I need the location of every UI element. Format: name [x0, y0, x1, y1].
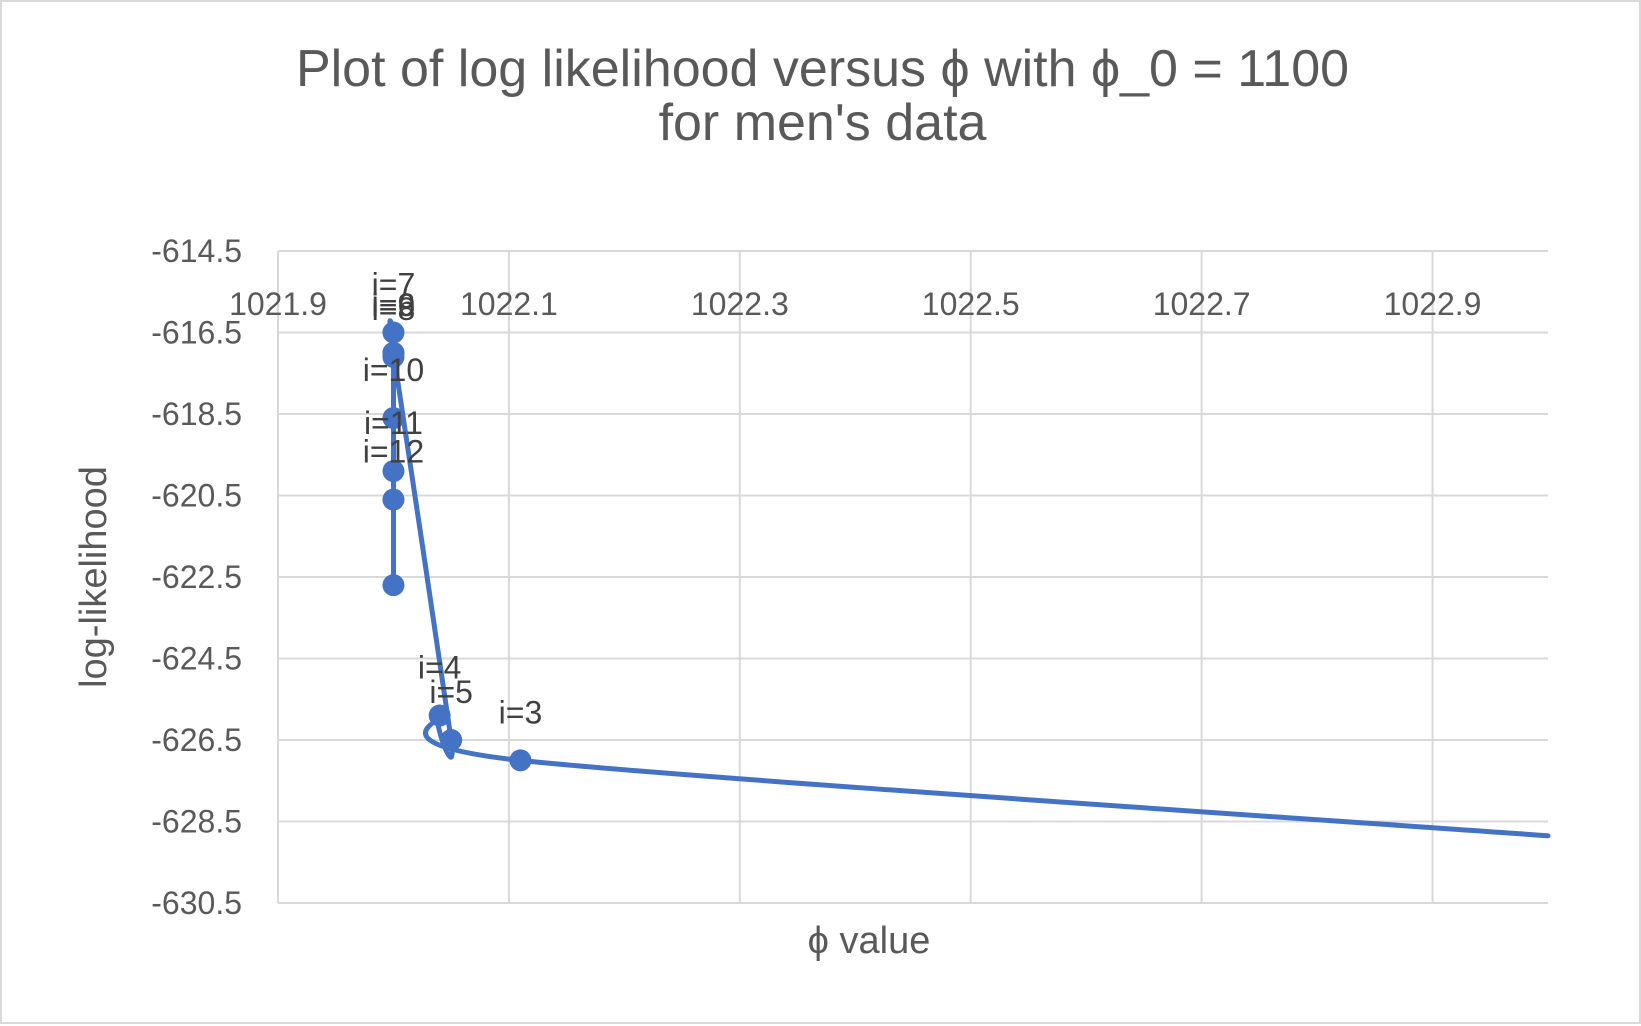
data-point: [440, 729, 463, 751]
point-label: i=10: [363, 352, 424, 388]
y-tick-label: -624.5: [151, 641, 242, 677]
series-line: [387, 318, 1551, 839]
x-tick-label: 1022.9: [1384, 286, 1482, 322]
data-point: [382, 341, 405, 364]
x-tick-label: 1021.9: [229, 286, 327, 322]
y-tick-label: -630.5: [151, 885, 242, 921]
series-path: [387, 318, 1551, 839]
y-axis-title: log-likelihood: [73, 466, 115, 688]
y-tick-label: -618.5: [151, 396, 242, 432]
y-tick-label: -626.5: [151, 722, 242, 758]
point-label: i=5: [429, 674, 473, 710]
data-point: [509, 749, 532, 772]
data-point: [428, 704, 451, 727]
point-label: i=3: [499, 694, 543, 730]
chart-title-line-1: Plot of log likelihood versus ϕ with ϕ_0…: [295, 40, 1350, 98]
data-points: [382, 321, 532, 772]
chart-title: Plot of log likelihood versus ϕ with ϕ_0…: [2, 42, 1641, 150]
data-point: [382, 460, 405, 483]
point-label: i=8: [372, 291, 416, 327]
data-point: [382, 574, 405, 597]
y-tick-label: -616.5: [151, 315, 242, 351]
x-tick-label: 1022.1: [460, 286, 558, 322]
point-label: i=6: [372, 287, 416, 323]
chart-title-line-2: for men's data: [658, 94, 987, 152]
x-tick-label: 1022.3: [691, 286, 789, 322]
point-label: i=7: [372, 267, 416, 303]
x-tick-label: 1022.7: [1153, 286, 1251, 322]
point-label: i=12: [363, 434, 424, 470]
gridlines: [277, 250, 1548, 904]
point-label: i=4: [418, 650, 462, 686]
tick-labels: -614.5 -616.5 -618.5 -620.5 -622.5 -624.5 -626…: [151, 233, 1481, 921]
x-tick-label: 1022.5: [922, 286, 1020, 322]
point-label: i=9: [372, 287, 416, 323]
y-tick-label: -620.5: [151, 478, 242, 514]
x-axis-title: ϕ value: [808, 920, 931, 962]
point-label: i=11: [364, 405, 423, 441]
y-tick-label: -614.5: [151, 233, 242, 269]
point-labels: i=3 i=4i=5 i=6i=7i=8i=9 i=10 i=11i=12: [363, 267, 542, 731]
data-point: [382, 488, 405, 511]
y-tick-label: -628.5: [151, 804, 242, 840]
y-tick-label: -622.5: [151, 559, 242, 595]
data-point: [382, 407, 405, 430]
data-point: [382, 321, 405, 344]
